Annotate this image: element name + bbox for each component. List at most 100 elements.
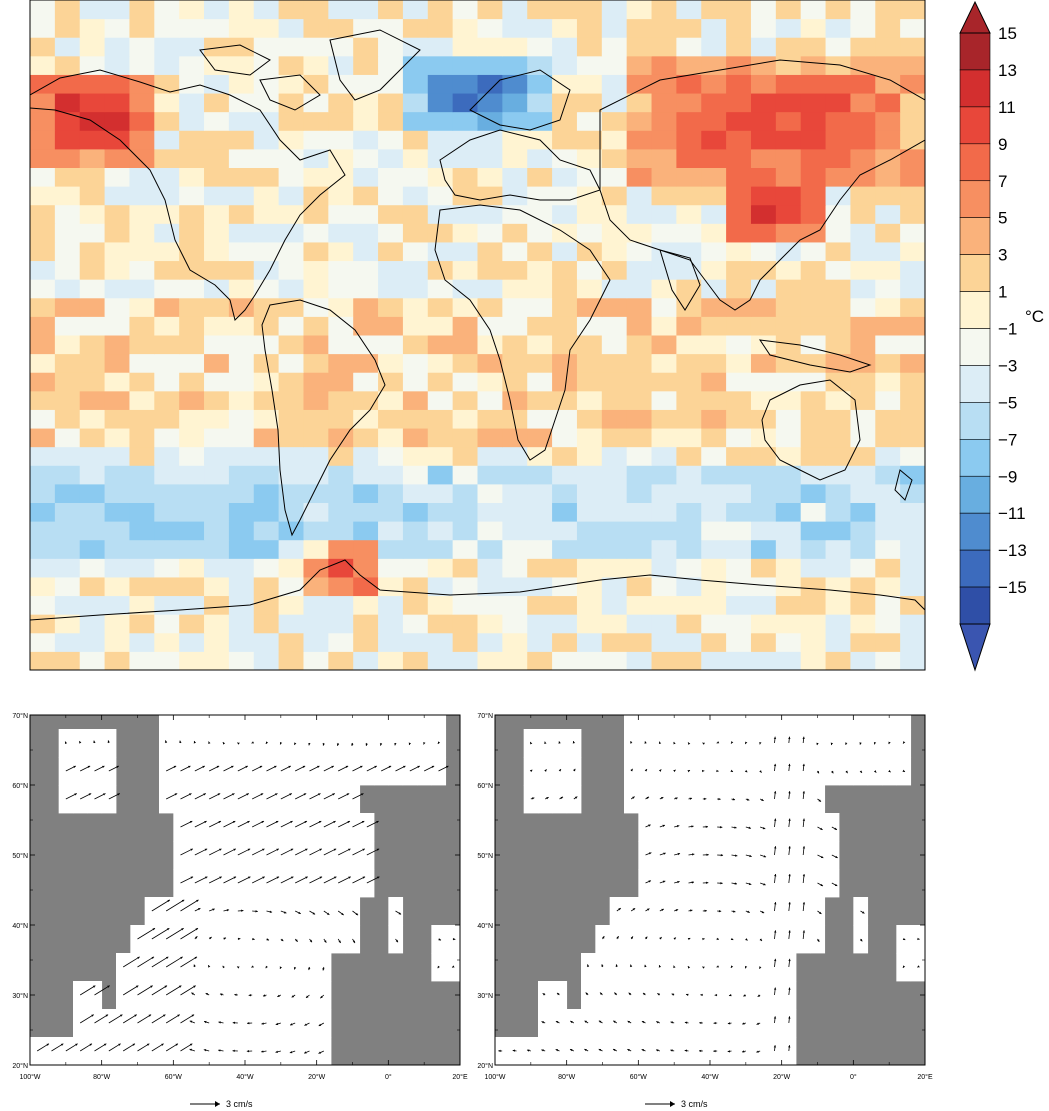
heatmap-cell (253, 316, 280, 336)
velocity-arrow (180, 899, 199, 912)
heatmap-cell (651, 372, 677, 392)
arrow-head (376, 821, 379, 824)
ocean-cell (581, 953, 596, 982)
heatmap-cell (875, 483, 901, 503)
ocean-cell (681, 1037, 697, 1065)
ocean-cell (796, 869, 811, 898)
arrow-head (673, 937, 676, 940)
heatmap-cell (527, 186, 553, 206)
heatmap-cell (104, 614, 130, 634)
heatmap-cell (303, 279, 329, 299)
arrow-head (627, 1049, 630, 1052)
arrow-head (675, 797, 678, 800)
heatmap-cell (328, 558, 354, 578)
heatmap-cell (179, 558, 205, 578)
heatmap-cell (701, 595, 727, 615)
ocean-cell (230, 981, 246, 1010)
arrow-head (718, 909, 722, 913)
arrow-head (319, 848, 322, 851)
heatmap-cell (701, 558, 727, 578)
heatmap-cell (726, 632, 752, 652)
ocean-cell (202, 1009, 217, 1038)
arrow-head (189, 1043, 193, 1046)
ocean-cell (566, 729, 582, 758)
heatmap-cell (875, 390, 901, 410)
heatmap-cell (576, 465, 603, 485)
ocean-cell (566, 1009, 582, 1038)
heatmap-cell (30, 595, 56, 615)
heatmap-cell (303, 521, 329, 541)
heatmap-cell (576, 353, 603, 373)
heatmap-cell (775, 502, 802, 522)
heatmap-cell (228, 483, 255, 503)
velocity-arrow (309, 848, 323, 856)
arrow-head (304, 1051, 307, 1054)
heatmap-cell (452, 316, 478, 336)
heatmap-cell (875, 465, 901, 485)
heatmap-cell (204, 223, 230, 243)
heatmap-cell (900, 111, 925, 131)
heatmap-cell (552, 614, 578, 634)
heatmap-cell (552, 316, 578, 336)
ocean-cell (288, 715, 303, 730)
heatmap-cell (353, 502, 379, 522)
heatmap-cell (477, 483, 503, 503)
heatmap-cell (626, 74, 653, 94)
heatmap-cell (626, 93, 653, 113)
arrow-head (704, 797, 707, 801)
heatmap-cell (527, 204, 553, 224)
arrow-head (802, 874, 806, 877)
ocean-cell (345, 715, 361, 730)
colorbar-tick-label: 11 (998, 98, 1016, 117)
heatmap-cell (154, 409, 180, 429)
heatmap-cell (552, 428, 578, 448)
heatmap-cell (179, 614, 205, 634)
arrow-head (802, 818, 806, 821)
reference-vector-label: 3 cm/s (226, 1099, 253, 1109)
ocean-cell (552, 981, 568, 1010)
heatmap-cell (427, 37, 454, 57)
heatmap-cell (104, 558, 130, 578)
heatmap-cell (179, 465, 205, 485)
arrow-head (275, 1050, 278, 1053)
arrow-head (691, 881, 694, 884)
heatmap-cell (427, 539, 454, 559)
colorbar-swatch (959, 365, 991, 403)
arrow-head (175, 1043, 178, 1046)
heatmap-cell (726, 74, 752, 94)
heatmap-cell (502, 148, 528, 168)
heatmap-cell (303, 614, 329, 634)
arrow-head (716, 741, 720, 744)
heatmap-cell (651, 335, 677, 355)
heatmap-cell (750, 130, 777, 150)
heatmap-cell (427, 18, 454, 38)
heatmap-cell (228, 502, 255, 522)
velocity-arrow (151, 956, 169, 968)
heatmap-cell (278, 390, 304, 410)
heatmap-cell (477, 372, 503, 392)
heatmap-cell (353, 558, 379, 578)
arrow-head (394, 742, 397, 746)
heatmap-cell (129, 614, 155, 634)
ocean-cell (767, 715, 783, 730)
heatmap-cell (701, 148, 727, 168)
heatmap-cell (601, 18, 628, 38)
heatmap-cell (676, 558, 702, 578)
heatmap-cell (850, 409, 876, 429)
heatmap-cell (253, 539, 280, 559)
heatmap-cell (328, 55, 354, 75)
heatmap-cell (875, 18, 901, 38)
heatmap-cell (278, 576, 304, 597)
heatmap-cell (601, 483, 628, 503)
heatmap-cell (875, 372, 901, 392)
heatmap-cell (900, 632, 925, 652)
heatmap-cell (900, 390, 925, 410)
heatmap-cell (726, 576, 752, 597)
heatmap-cell (303, 93, 329, 113)
arrow-head (713, 1049, 716, 1053)
velocity-arrow (137, 1014, 152, 1024)
heatmap-cell (452, 446, 478, 466)
arrow-head (338, 940, 341, 943)
arrow-head (203, 793, 206, 796)
heatmap-cell (154, 353, 180, 373)
